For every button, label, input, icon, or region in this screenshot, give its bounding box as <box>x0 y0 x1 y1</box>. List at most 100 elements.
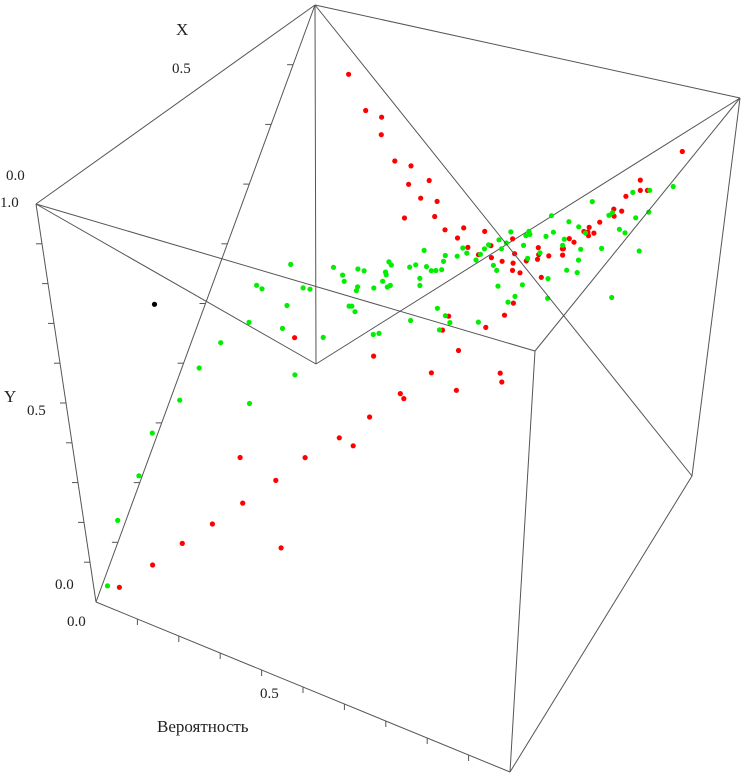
data-point <box>423 264 430 270</box>
data-point <box>475 319 481 325</box>
data-point <box>442 313 448 319</box>
data-point <box>254 282 260 288</box>
data-point <box>534 256 541 262</box>
data-point <box>548 213 555 219</box>
data-point <box>434 198 440 204</box>
z-axis-label: Вероятность <box>157 717 249 736</box>
data-point <box>376 330 382 336</box>
data-point <box>616 226 623 232</box>
data-point <box>630 189 636 195</box>
data-point <box>278 545 284 551</box>
data-point <box>246 400 253 407</box>
data-point <box>307 286 313 292</box>
data-point <box>370 331 376 338</box>
data-point <box>460 245 466 251</box>
data-point <box>481 246 488 252</box>
data-point <box>378 132 384 138</box>
data-point <box>284 302 290 309</box>
data-point <box>330 264 337 270</box>
data-point <box>150 562 156 568</box>
scatter-points <box>104 71 685 590</box>
data-point <box>679 148 685 155</box>
box-edge-6 <box>35 203 536 352</box>
data-point <box>490 262 496 268</box>
data-point <box>486 242 492 248</box>
data-point <box>499 258 505 264</box>
data-point <box>519 282 526 288</box>
data-point <box>454 253 460 259</box>
y-axis-label: Y <box>4 387 16 406</box>
data-point <box>543 233 549 239</box>
data-point <box>576 224 582 230</box>
data-point <box>505 299 511 305</box>
data-point <box>510 300 516 306</box>
data-point <box>380 278 386 284</box>
data-point <box>455 347 462 354</box>
x-tick-1: 0.5 <box>172 61 191 77</box>
data-point <box>340 272 346 278</box>
box-edge-7 <box>35 4 316 205</box>
data-point <box>582 230 589 236</box>
data-point <box>501 312 508 318</box>
data-point <box>292 372 298 378</box>
data-point <box>401 396 407 402</box>
data-point <box>523 233 529 239</box>
data-point <box>499 379 505 385</box>
z-tick-1: 0.5 <box>260 686 279 702</box>
data-point <box>300 285 306 291</box>
data-point <box>218 340 224 346</box>
data-point <box>495 283 501 289</box>
data-point <box>564 267 570 273</box>
data-point <box>237 454 243 461</box>
box-edge-10 <box>691 97 741 477</box>
data-point <box>591 230 597 236</box>
data-point <box>434 305 440 311</box>
data-point <box>647 187 653 193</box>
data-point <box>561 236 567 242</box>
data-point <box>379 114 385 120</box>
data-point <box>488 255 494 261</box>
data-point <box>633 215 639 221</box>
data-point <box>560 242 566 248</box>
data-point <box>461 225 467 231</box>
data-point <box>473 257 479 263</box>
data-point <box>454 235 461 241</box>
data-point <box>432 213 438 220</box>
data-point <box>115 517 121 524</box>
data-point <box>436 327 443 333</box>
data-point <box>496 237 502 243</box>
data-point <box>670 183 676 190</box>
data-point <box>392 158 398 164</box>
data-point <box>440 258 447 264</box>
data-point <box>560 252 566 258</box>
data-point <box>341 278 347 284</box>
data-point <box>574 270 580 276</box>
data-point <box>599 245 605 251</box>
data-point <box>606 212 612 218</box>
x-axis-label: X <box>176 20 188 39</box>
box-edge-back-1 <box>314 4 317 365</box>
data-point <box>498 246 504 252</box>
data-point <box>406 181 412 187</box>
data-point <box>428 370 434 376</box>
data-point <box>371 285 377 291</box>
data-point <box>116 584 122 590</box>
data-point <box>464 250 470 256</box>
data-point <box>292 335 298 341</box>
data-point <box>179 540 185 547</box>
data-point <box>510 260 516 266</box>
box-back-edges <box>35 4 741 365</box>
data-point <box>512 293 518 299</box>
data-point <box>439 267 445 273</box>
box-edge-5 <box>509 475 693 773</box>
data-point <box>508 229 514 235</box>
data-point <box>387 282 393 288</box>
data-point <box>566 236 572 242</box>
z-tick-0: 0.0 <box>67 614 86 630</box>
data-point <box>413 262 419 268</box>
data-point <box>136 473 142 479</box>
data-point <box>517 270 523 276</box>
data-point <box>494 267 500 273</box>
data-point <box>367 414 373 420</box>
data-point <box>397 391 403 397</box>
